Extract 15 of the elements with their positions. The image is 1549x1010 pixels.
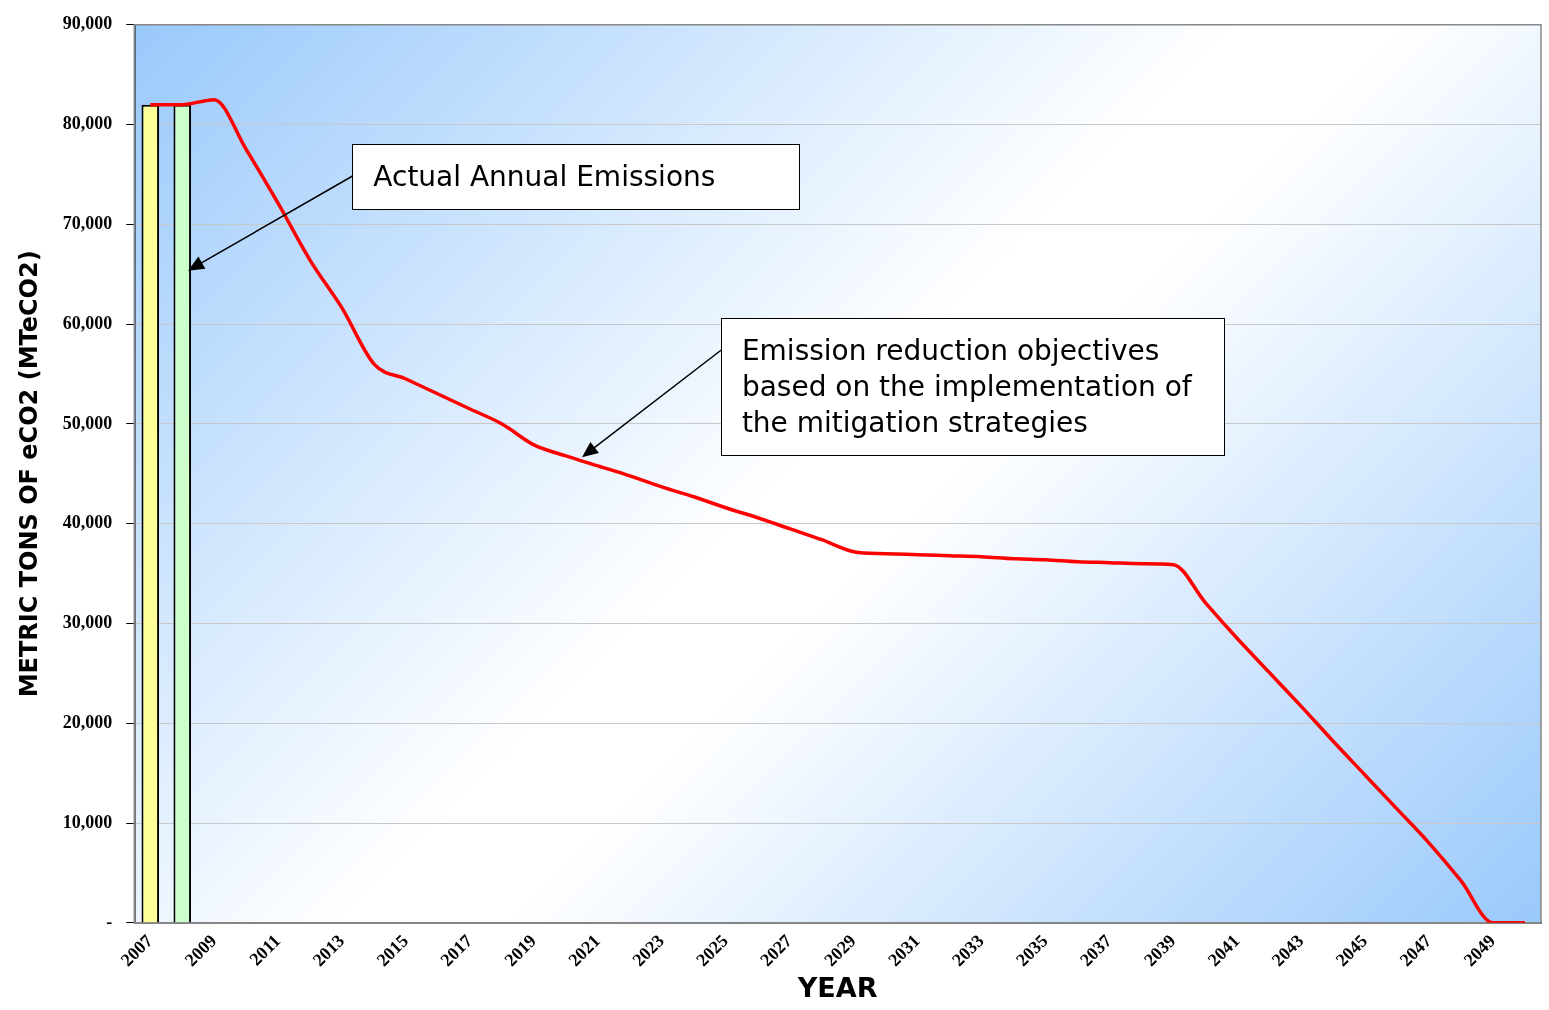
y-tick-label: 30,000 (62, 612, 113, 633)
x-axis-title: YEAR (796, 971, 878, 1003)
y-tick-label: 10,000 (62, 811, 113, 832)
y-tick-label: 90,000 (62, 13, 113, 34)
y-tick-label: 20,000 (62, 711, 113, 732)
y-tick-label: 40,000 (62, 512, 113, 533)
y-tick-label: 80,000 (62, 113, 113, 134)
callout-box: Actual Annual Emissions (352, 144, 801, 211)
callout-box: Emission reduction objectives based on the implementation of the mitigation strategies (720, 318, 1225, 457)
y-tick-label: 50,000 (62, 412, 113, 433)
y-tick-label: 70,000 (62, 213, 113, 234)
line-series (148, 97, 1527, 923)
y-tick-label: 60,000 (62, 312, 113, 333)
y-axis-title: METRIC TONS OF eCO2 (MTeCO2) (14, 250, 43, 698)
y-tick-label: - (106, 911, 113, 932)
